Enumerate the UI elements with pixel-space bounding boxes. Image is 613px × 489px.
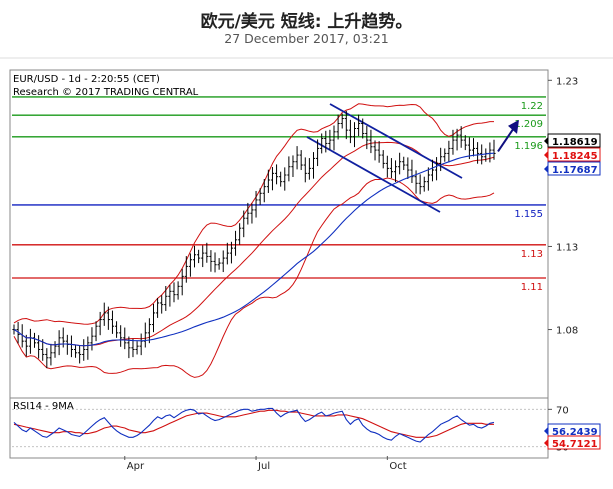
x-tick-label: Apr <box>127 461 145 472</box>
symbol-info: EUR/USD - 1d - 2:20:55 (CET) <box>13 74 160 85</box>
level-label: 1.22 <box>521 101 543 112</box>
price-box-label: 1.17687 <box>552 165 598 176</box>
channel-upper-line <box>329 103 463 179</box>
y-tick-label: 1.13 <box>556 242 578 253</box>
rsi-label: RSI14 - 9MA <box>13 401 74 412</box>
rsi-value-pointer <box>544 439 548 447</box>
header: 欧元/美元 短线: 上升趋势。 27 December 2017, 03:21 <box>0 0 613 52</box>
rsi-line <box>13 407 495 443</box>
y-tick-label: 1.23 <box>556 76 578 87</box>
page-title: 欧元/美元 短线: 上升趋势。 <box>200 12 413 32</box>
rsi-panel-frame <box>9 397 549 459</box>
rsi-tick-label: 70 <box>556 405 569 416</box>
price-box-label: 1.18619 <box>552 137 598 148</box>
level-label: 1.155 <box>514 209 543 220</box>
price-box-pointer <box>544 165 548 173</box>
x-tick-label: Oct <box>389 461 406 472</box>
bollinger-middle <box>13 141 495 347</box>
channel-lower-line <box>306 136 441 213</box>
report-date: 27 December 2017, 03:21 <box>224 31 389 46</box>
price-box-label: 1.18245 <box>552 151 598 162</box>
rsi-value-pointer <box>544 427 548 435</box>
rsi-ma-line <box>13 409 494 438</box>
x-tick-label: Jul <box>257 461 270 472</box>
y-tick-label: 1.08 <box>556 326 578 337</box>
level-label: 1.11 <box>521 282 543 293</box>
rsi-value-label: 54.7121 <box>552 439 598 450</box>
rsi-value-label: 56.2439 <box>552 427 598 438</box>
projection-arrow-shaft <box>497 127 515 152</box>
level-label: 1.209 <box>514 119 543 130</box>
research-credit: Research © 2017 TRADING CENTRAL <box>13 87 199 98</box>
bollinger-lower <box>13 177 495 378</box>
price-box-pointer <box>544 151 548 159</box>
level-label: 1.13 <box>521 249 543 260</box>
projection-arrow-head <box>508 119 519 134</box>
level-label: 1.196 <box>514 141 543 152</box>
moving-average-line <box>13 152 495 347</box>
price-box-pointer <box>544 137 548 145</box>
main-panel-frame <box>9 69 549 399</box>
bollinger-upper <box>13 103 494 325</box>
